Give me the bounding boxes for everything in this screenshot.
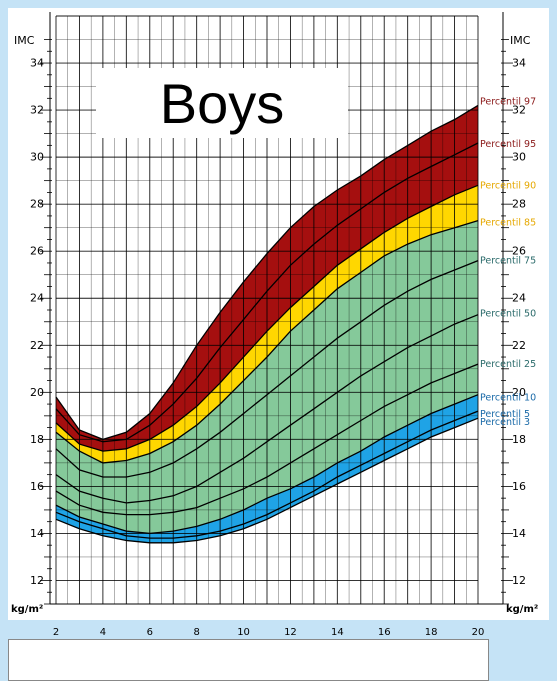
- y-tick-label-left: 34: [30, 57, 44, 70]
- y-tick-label-right: 24: [512, 292, 526, 305]
- y-tick-label-right: 12: [512, 574, 526, 587]
- y-tick-label-right: 18: [512, 433, 526, 446]
- curve-percentil-75: [55, 259, 479, 478]
- label-percentil-95: Percentil 95: [480, 139, 536, 150]
- curve-percentil-5: [55, 410, 479, 539]
- x-tick-label: 16: [378, 627, 391, 638]
- label-percentil-5: Percentil 5: [480, 409, 530, 420]
- y-tick-label-right: 26: [512, 245, 526, 258]
- y-tick-label-left: 28: [30, 198, 44, 211]
- right-unit-label: kg/m²: [506, 604, 538, 615]
- y-tick-label-left: 14: [30, 527, 44, 540]
- y-tick-label-right: 30: [512, 151, 526, 164]
- y-tick-label-right: 22: [512, 339, 526, 352]
- y-tick-label-right: 28: [512, 198, 526, 211]
- curve-percentil-97: [55, 104, 479, 441]
- y-tick-label-left: 20: [30, 386, 44, 399]
- x-tick-label: 14: [331, 627, 344, 638]
- label-percentil-25: Percentil 25: [480, 359, 536, 370]
- y-tick-label-left: 12: [30, 574, 44, 587]
- curve-percentil-3: [55, 417, 479, 544]
- y-tick-label-right: 16: [512, 480, 526, 493]
- label-percentil-10: Percentil 10: [480, 393, 536, 404]
- x-tick-label: 4: [100, 627, 106, 638]
- bottom-caption-box: [8, 639, 489, 681]
- y-tick-label-right: 14: [512, 527, 526, 540]
- right-axis-title: IMC: [510, 34, 531, 47]
- curve-percentil-85: [55, 219, 479, 464]
- x-tick-label: 2: [53, 627, 59, 638]
- y-tick-label-left: 18: [30, 433, 44, 446]
- label-percentil-90: Percentil 90: [480, 180, 536, 191]
- curve-percentil-50: [55, 314, 479, 504]
- age-axis: 2 4 6 8 10 12 14 16 18 20: [53, 627, 485, 638]
- y-tick-label-left: 30: [30, 151, 44, 164]
- left-axis-title: IMC: [14, 34, 35, 47]
- percentile-labels: Percentil 97 Percentil 95 Percentil 90 Perc…: [480, 96, 536, 428]
- y-tick-label-left: 32: [30, 104, 44, 117]
- label-percentil-85: Percentil 85: [480, 218, 536, 229]
- x-tick-label: 8: [193, 627, 199, 638]
- label-percentil-97: Percentil 97: [480, 96, 536, 107]
- curve-percentil-90: [55, 184, 479, 452]
- y-tick-label-left: 16: [30, 480, 44, 493]
- y-tick-label-left: 22: [30, 339, 44, 352]
- label-percentil-50: Percentil 50: [480, 309, 536, 320]
- curve-percentil-25: [55, 363, 479, 516]
- chart-frame: 12 12 14 14 16 16 18 18 20 20 22 22 24 24 26 26 28 28 30 30…: [8, 8, 549, 620]
- label-percentil-3: Percentil 3: [480, 417, 530, 428]
- y-tick-label-right: 34: [512, 57, 526, 70]
- x-tick-label: 20: [472, 627, 485, 638]
- y-tick-label-left: 24: [30, 292, 44, 305]
- curve-percentil-95: [55, 142, 479, 443]
- title-box: Boys: [96, 68, 348, 138]
- y-tick-label-right: 20: [512, 386, 526, 399]
- y-tick-label-right: 32: [512, 104, 526, 117]
- left-unit-label: kg/m²: [11, 604, 43, 615]
- percentile-lines: [55, 104, 479, 544]
- chart-title: Boys: [159, 71, 285, 135]
- label-percentil-75: Percentil 75: [480, 256, 536, 267]
- axis-ticks: 12 12 14 14 16 16 18 18 20 20 22 22 24 24 26 26 28 28 30 30…: [30, 39, 526, 605]
- x-tick-label: 10: [237, 627, 250, 638]
- y-tick-label-left: 26: [30, 245, 44, 258]
- x-tick-label: 6: [147, 627, 153, 638]
- curve-percentil-10: [55, 394, 479, 535]
- x-tick-label: 12: [284, 627, 297, 638]
- x-tick-label: 18: [425, 627, 438, 638]
